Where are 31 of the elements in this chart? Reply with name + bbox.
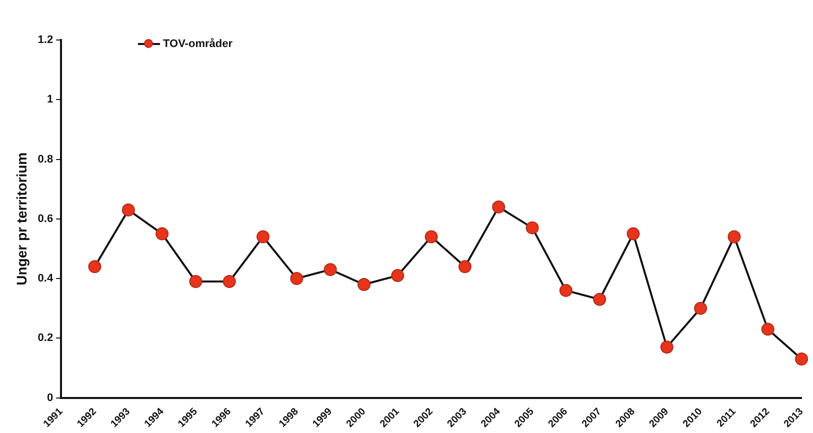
point <box>458 260 472 274</box>
point <box>222 275 236 288</box>
point <box>324 263 337 276</box>
point <box>391 269 404 282</box>
point <box>156 227 169 240</box>
point <box>189 275 202 288</box>
point <box>88 260 102 274</box>
legend-label: TOV-områder <box>163 38 232 50</box>
y-tick-label: 0.4 <box>38 272 54 285</box>
point <box>593 292 606 306</box>
y-tick-label: 0.2 <box>38 332 54 344</box>
y-axis-title: Unger pr territorium <box>13 152 30 286</box>
point <box>290 272 304 286</box>
point <box>795 352 808 366</box>
y-tick-label: 1.2 <box>38 34 54 46</box>
y-tick-label: 0.8 <box>38 153 54 166</box>
point <box>122 203 135 216</box>
point <box>761 322 774 336</box>
y-tick-label: 1 <box>46 94 54 106</box>
point <box>728 230 741 244</box>
point <box>526 221 539 234</box>
point <box>660 340 674 354</box>
point <box>256 230 270 244</box>
point <box>424 230 438 244</box>
point <box>626 227 640 240</box>
point <box>492 200 506 214</box>
point <box>357 278 370 291</box>
point <box>694 302 708 315</box>
point <box>559 284 572 297</box>
y-tick-label: 0.6 <box>38 212 54 225</box>
y-tick-label: 0 <box>46 392 54 404</box>
